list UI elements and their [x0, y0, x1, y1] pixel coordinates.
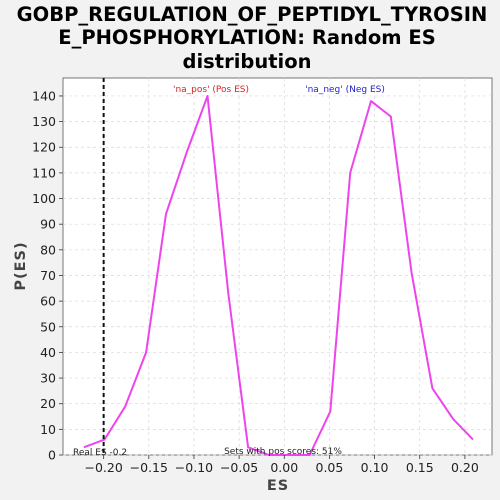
x-tick-label: 0.10 — [361, 460, 389, 475]
y-tick-label: 140 — [32, 88, 56, 103]
x-tick-label: −0.10 — [175, 460, 213, 475]
y-axis-label: P(ES) — [13, 241, 29, 290]
y-tick-label: 60 — [40, 294, 56, 309]
y-tick-label: 130 — [32, 114, 56, 129]
neg-es-annotation: 'na_neg' (Neg ES) — [305, 85, 385, 95]
y-tick-label: 0 — [48, 448, 56, 463]
plot-area — [62, 77, 493, 456]
x-tick-label: 0.00 — [270, 460, 298, 475]
es-distribution-line — [83, 95, 474, 456]
y-tick-label: 80 — [40, 242, 56, 257]
title-line-3: distribution — [183, 50, 312, 73]
y-tick-label: 40 — [40, 345, 56, 360]
y-tick-label: 120 — [32, 140, 56, 155]
title-line-1: GOBP_REGULATION_OF_PEPTIDYL_TYROSIN — [17, 3, 488, 26]
pos-es-annotation: 'na_pos' (Pos ES) — [173, 85, 249, 95]
y-tick-label: 20 — [40, 396, 56, 411]
title-line-2: E_PHOSPHORYLATION: Random ES — [58, 26, 436, 49]
x-tick-label: −0.20 — [84, 460, 122, 475]
series-layer — [83, 95, 474, 456]
y-tick-label: 100 — [32, 191, 56, 206]
x-tick-label: 0.05 — [316, 460, 344, 475]
x-tick-label: 0.20 — [451, 460, 479, 475]
x-tick-label: −0.05 — [220, 460, 258, 475]
y-tick-label: 70 — [40, 268, 56, 283]
real-es-label: Real ES -0.2 — [73, 448, 127, 458]
y-tick-label: 10 — [40, 422, 56, 437]
y-tick-label: 50 — [40, 319, 56, 334]
y-axis-ticks: 0 10 20 30 40 50 60 70 80 90 100 110 120 130 140 — [32, 88, 63, 463]
chart-title: GOBP_REGULATION_OF_PEPTIDYL_TYROSIN E_PH… — [17, 3, 488, 73]
grid — [63, 78, 492, 456]
y-tick-label: 110 — [32, 165, 56, 180]
y-tick-label: 90 — [40, 217, 56, 232]
y-tick-label: 30 — [40, 371, 56, 386]
pos-scores-text: Sets with pos scores: 51% — [224, 447, 342, 457]
x-tick-label: 0.15 — [406, 460, 434, 475]
x-axis-label: ES — [267, 478, 289, 494]
x-axis-ticks: −0.20 −0.15 −0.10 −0.05 0.00 0.05 0.10 0.15 0.20 — [84, 455, 479, 475]
x-tick-label: −0.15 — [130, 460, 168, 475]
